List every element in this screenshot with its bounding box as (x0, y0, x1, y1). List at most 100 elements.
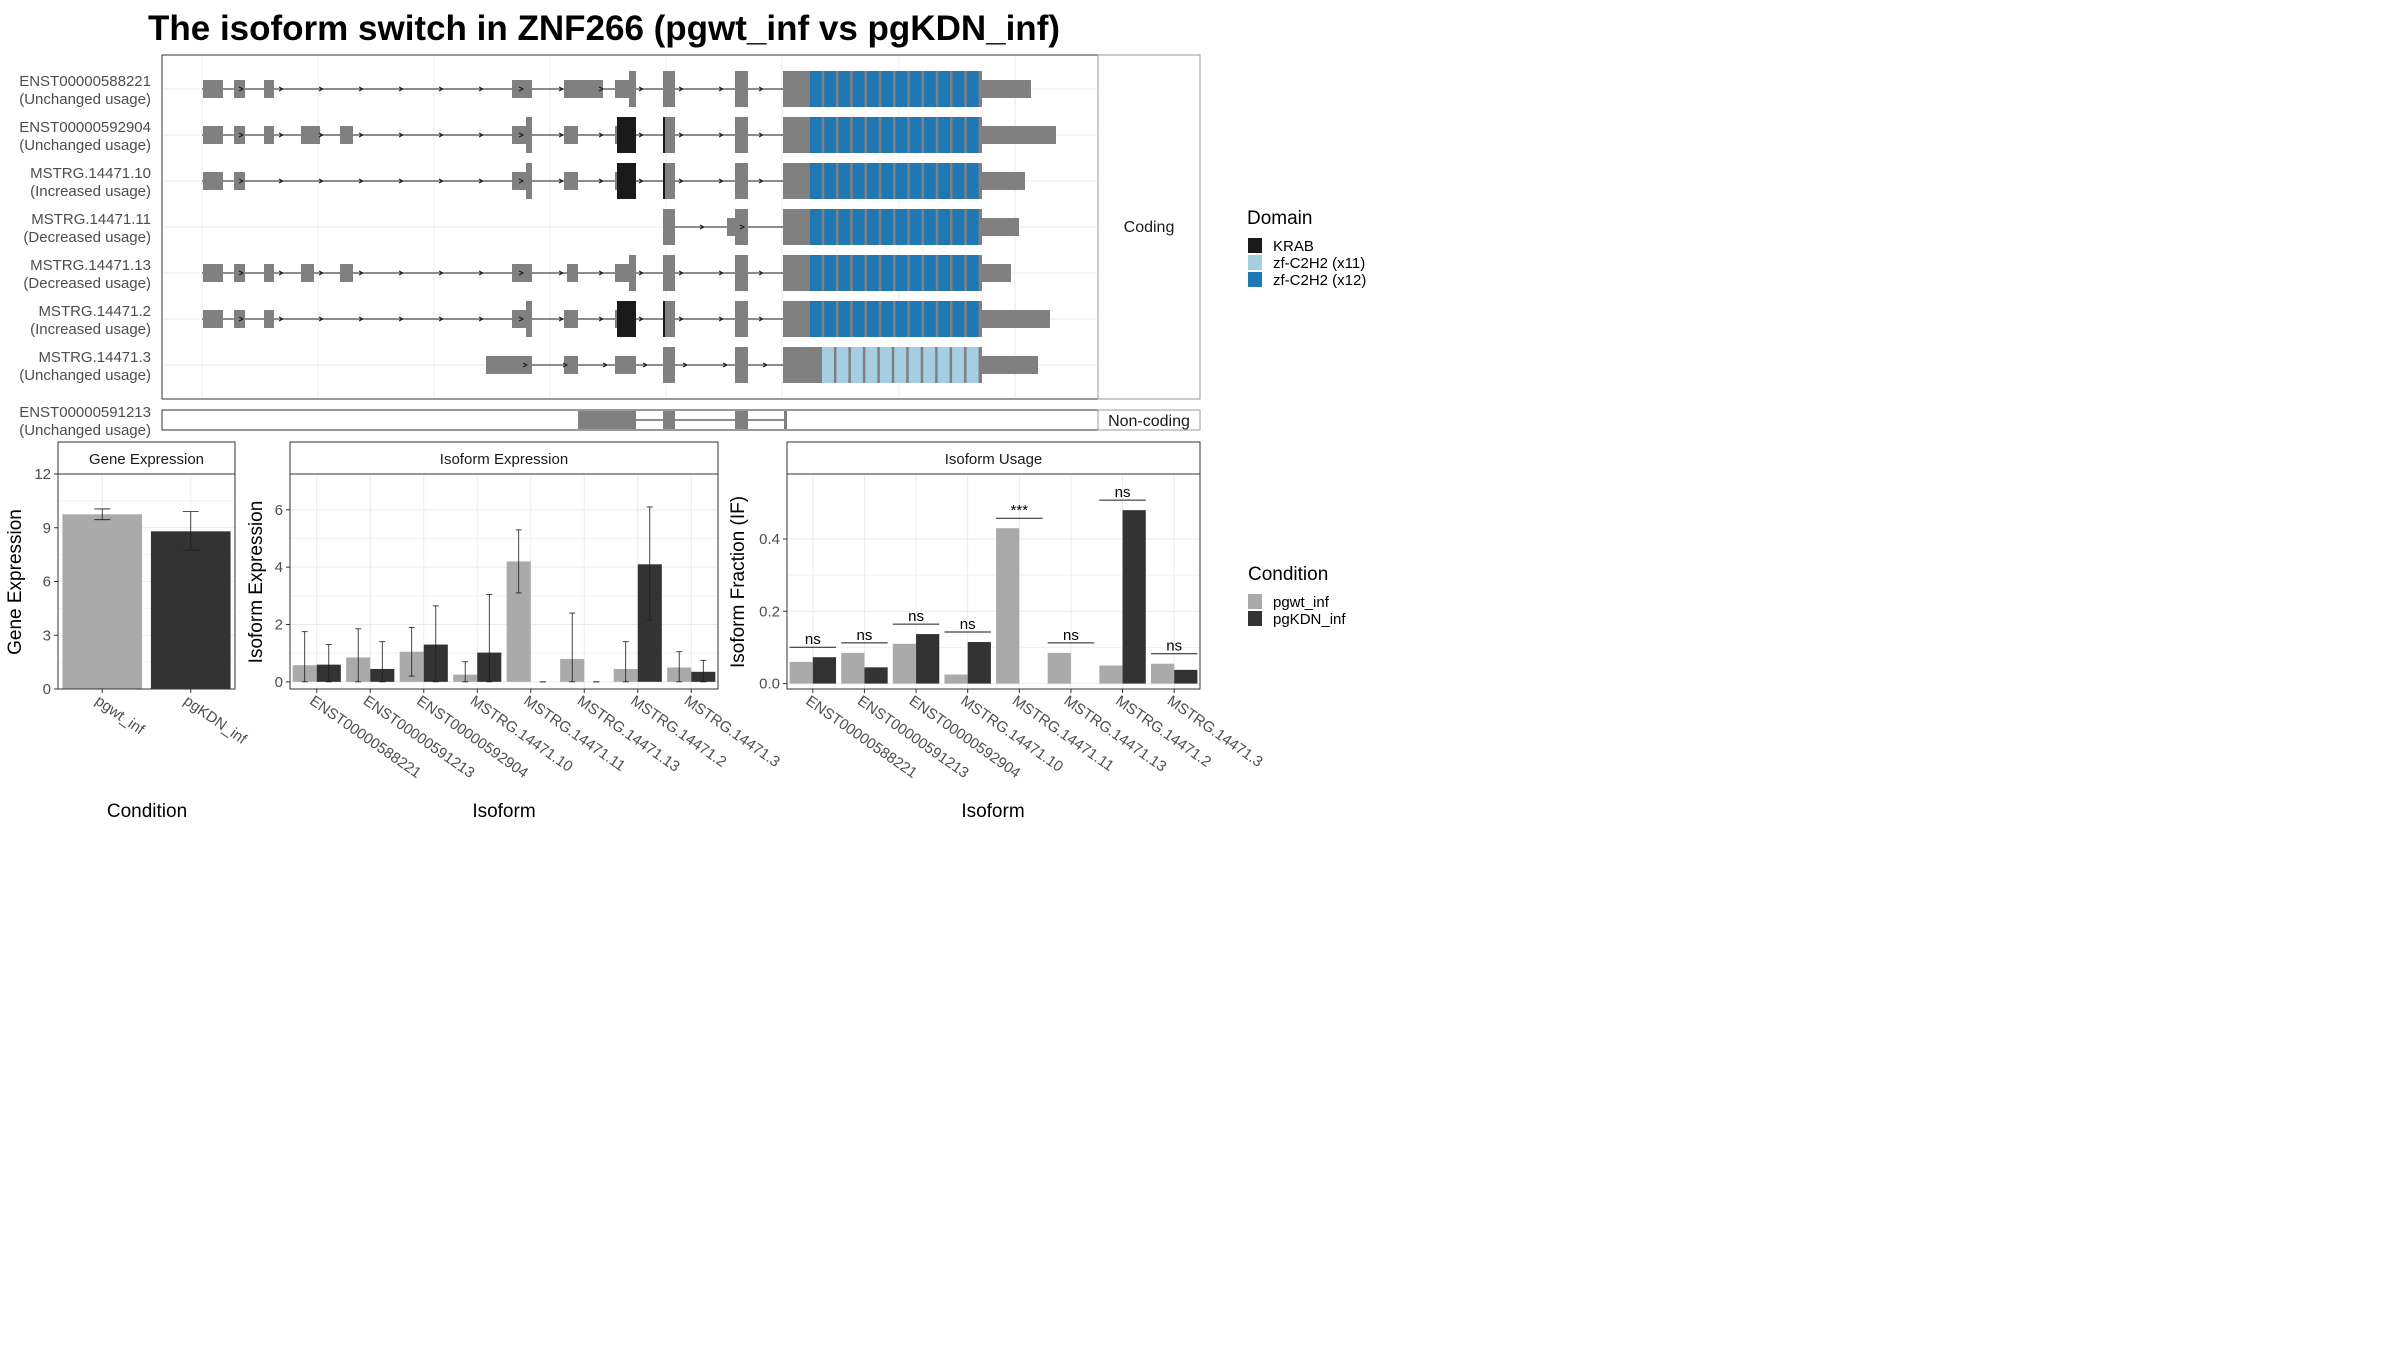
zf-c2h2-domain (810, 301, 822, 337)
direction-arrow (718, 316, 725, 322)
krab-domain (663, 163, 665, 199)
exon-cds (735, 255, 748, 291)
bar (1174, 669, 1198, 684)
legend-label-zf-x11: zf-C2H2 (x11) (1273, 255, 1365, 272)
transcript-label: MSTRG.14471.10 (30, 165, 151, 182)
zf-c2h2-domain (909, 301, 922, 337)
transcript-tracks (202, 71, 1056, 429)
zf-c2h2-domain (852, 117, 865, 153)
transcript-status: (Decreased usage) (23, 275, 151, 292)
figure-title: The isoform switch in ZNF266 (pgwt_inf v… (148, 9, 1060, 48)
significance-label: ns (857, 627, 873, 644)
exon (564, 172, 578, 190)
domain-legend-title: Domain (1247, 208, 1312, 229)
zf-c2h2-domain (952, 117, 965, 153)
direction-arrow (278, 316, 285, 322)
zf-c2h2-domain (838, 209, 851, 245)
zf-c2h2-domain (895, 301, 908, 337)
exon-cds (663, 163, 675, 199)
direction-arrow (598, 270, 605, 276)
direction-arrow (678, 132, 685, 138)
direction-arrow (238, 86, 245, 92)
zf-c2h2-domain (938, 117, 950, 153)
zf-c2h2-domain (824, 301, 836, 337)
zf-c2h2-domain (966, 71, 979, 107)
direction-arrow (398, 270, 405, 276)
zf-c2h2-domain (810, 209, 822, 245)
transcript-status: (Unchanged usage) (19, 367, 151, 384)
exon (234, 264, 245, 282)
bar (967, 642, 991, 684)
exon (264, 126, 274, 144)
zf-c2h2-domain (895, 209, 908, 245)
zf-c2h2-domain (924, 71, 936, 107)
direction-arrow (358, 86, 365, 92)
iso-usage-border (786, 473, 1201, 690)
krab-domain (617, 163, 636, 199)
exon-cds (735, 301, 748, 337)
krab-domain (663, 117, 665, 153)
exon-cds (526, 163, 532, 199)
zf-c2h2-domain (966, 209, 979, 245)
bar (841, 652, 865, 684)
exon (564, 310, 578, 328)
isoform-expression-chart: Isoform Expression 0246ENST00000588221EN… (246, 441, 783, 822)
zf-c2h2-domain (909, 117, 922, 153)
direction-arrow (518, 86, 525, 92)
gene-expr-title: Gene Expression (89, 451, 204, 468)
zf-c2h2-domain (852, 301, 865, 337)
direction-arrow (558, 316, 565, 322)
zf-c2h2-domain (867, 209, 879, 245)
direction-arrow (638, 86, 645, 92)
zf-c2h2-domain (923, 347, 936, 383)
direction-arrow (478, 316, 485, 322)
zf-c2h2-domain (822, 347, 834, 383)
direction-arrow (358, 270, 365, 276)
zf-c2h2-domain (895, 255, 908, 291)
zf-c2h2-domain (952, 163, 965, 199)
zf-c2h2-domain (881, 209, 893, 245)
exon (203, 310, 223, 328)
direction-arrow (478, 132, 485, 138)
exon (203, 264, 223, 282)
zf-c2h2-domain (909, 163, 922, 199)
exon-cds (629, 255, 636, 291)
significance-label: ns (1063, 627, 1079, 644)
x-tick-label: MSTRG.14471.3 (681, 692, 783, 770)
zf-c2h2-domain (838, 71, 851, 107)
direction-arrow (598, 178, 605, 184)
zf-c2h2-domain (938, 255, 950, 291)
condition-legend: Condition pgwt_inf pgKDN_inf (1248, 564, 1346, 628)
exon-cds (663, 209, 675, 245)
direction-arrow (518, 178, 525, 184)
significance-label: ns (908, 608, 924, 625)
transcript-status: (Unchanged usage) (19, 91, 151, 108)
direction-arrow (478, 86, 485, 92)
direction-arrow (638, 316, 645, 322)
exon (340, 264, 353, 282)
exon (564, 126, 578, 144)
direction-arrow (758, 86, 765, 92)
exon (578, 411, 636, 429)
exon (203, 172, 223, 190)
exon (564, 80, 603, 98)
direction-arrow (558, 132, 565, 138)
zf-c2h2-domain (810, 163, 822, 199)
direction-arrow (358, 316, 365, 322)
zf-c2h2-domain (938, 71, 950, 107)
exon (234, 80, 245, 98)
zf-c2h2-domain (881, 255, 893, 291)
iso-expr-ylabel: Isoform Expression (246, 501, 267, 664)
exon (264, 264, 274, 282)
bar (1047, 652, 1071, 684)
direction-arrow (522, 362, 529, 368)
zf-c2h2-domain (938, 163, 950, 199)
direction-arrow (238, 270, 245, 276)
zf-c2h2-domain (938, 301, 950, 337)
zf-c2h2-domain (924, 117, 936, 153)
direction-arrow (438, 270, 445, 276)
iso-expr-strip (289, 441, 719, 475)
direction-arrow (478, 270, 485, 276)
direction-arrow (478, 178, 485, 184)
zf-c2h2-domain (881, 117, 893, 153)
